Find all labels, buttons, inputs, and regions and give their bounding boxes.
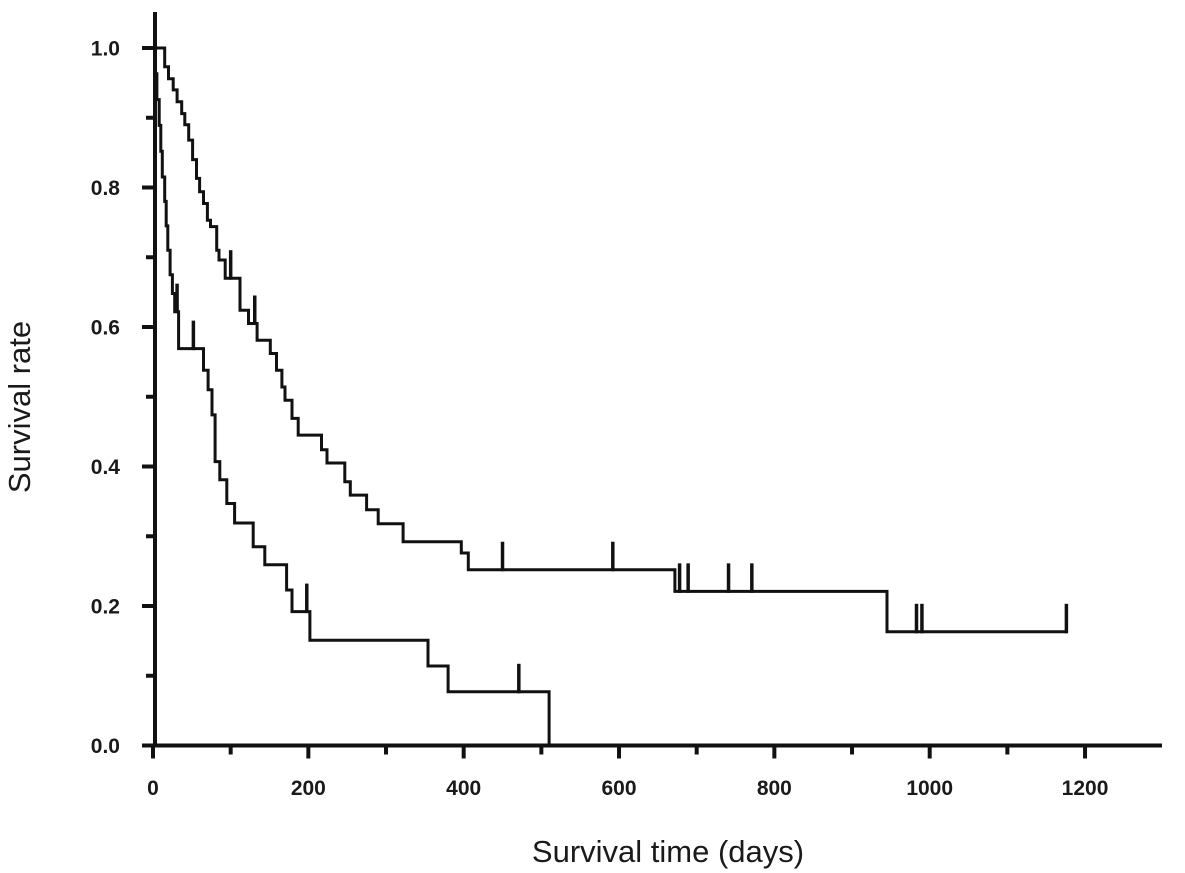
y-tick-label: 0.6	[91, 317, 120, 340]
x-tick-label: 400	[446, 777, 481, 800]
axes: 1.0 0.8 0.6 0.4 0.2 0.0 0 200 400 600 800 1000 1200	[91, 12, 1162, 800]
x-tick-label: 0	[147, 777, 159, 800]
x-tick-label: 1200	[1062, 777, 1109, 800]
survival-step-curve	[153, 46, 551, 746]
survival-step-curve	[153, 46, 1067, 634]
y-axis-title: Survival rate	[2, 321, 37, 493]
y-tick-label: 0.8	[91, 177, 121, 200]
x-tick-label: 800	[757, 777, 792, 800]
x-tick-label: 1000	[906, 777, 953, 800]
survival-curves	[153, 46, 1069, 746]
x-tick-label: 600	[601, 777, 636, 800]
y-tick-label: 0.4	[91, 456, 121, 479]
x-tick-label: 200	[291, 777, 326, 800]
y-tick-label: 0.0	[91, 735, 120, 758]
y-tick-label: 0.2	[91, 596, 120, 619]
y-tick-label: 1.0	[91, 38, 120, 61]
series-upper-curve-slow-decline	[153, 46, 1069, 634]
series-lower-curve-fast-decline	[153, 46, 551, 746]
x-axis-title: Survival time (days)	[532, 834, 804, 869]
